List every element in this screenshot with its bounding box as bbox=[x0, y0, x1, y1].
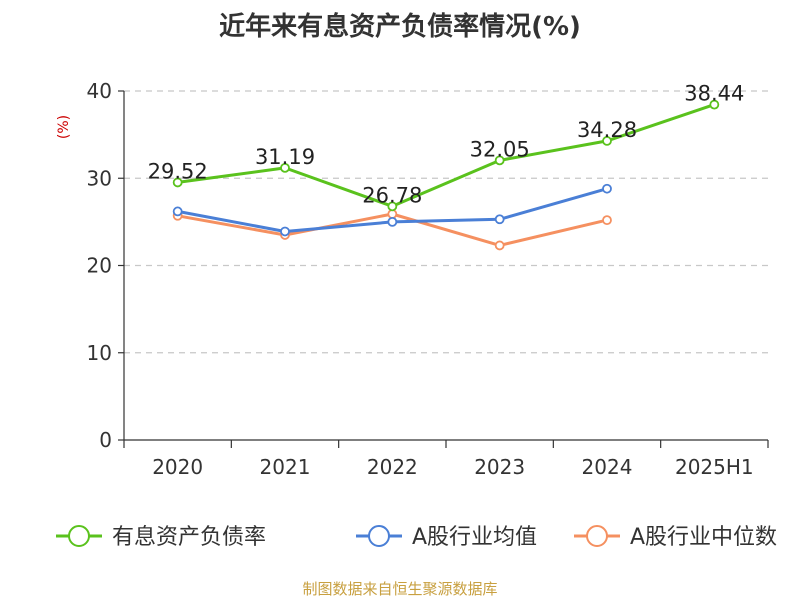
data-point bbox=[602, 183, 612, 194]
data-point bbox=[494, 214, 505, 225]
x-tick-label: 2024 bbox=[582, 455, 633, 479]
data-point bbox=[602, 215, 612, 226]
y-tick-label: 30 bbox=[87, 166, 112, 190]
x-tick-label: 2025H1 bbox=[675, 455, 754, 479]
legend-marker bbox=[68, 525, 90, 547]
data-point bbox=[494, 240, 505, 251]
data-point bbox=[387, 216, 398, 227]
data-point bbox=[172, 206, 183, 217]
y-tick-label: 40 bbox=[87, 79, 112, 103]
legend-marker bbox=[586, 525, 608, 547]
data-label: 32.05 bbox=[470, 137, 530, 161]
series-line bbox=[177, 103, 715, 208]
legend-label: A股行业中位数 bbox=[630, 525, 777, 550]
data-label: 26.78 bbox=[362, 183, 422, 207]
y-tick-label: 0 bbox=[99, 428, 112, 452]
legend-label: A股行业均值 bbox=[412, 525, 537, 550]
data-label: 29.52 bbox=[148, 159, 208, 183]
data-point bbox=[602, 136, 612, 146]
series-lines bbox=[172, 99, 720, 251]
data-point bbox=[709, 99, 720, 110]
x-tick-label: 2020 bbox=[152, 455, 203, 479]
data-point bbox=[494, 155, 505, 166]
data-labels: 29.52 31.19 26.78 32.05 34.28 38.44 bbox=[148, 82, 745, 208]
legend: 有息资产负债率 A股行业均值 A股行业中位数 bbox=[56, 525, 777, 550]
data-point bbox=[387, 201, 398, 212]
data-point bbox=[172, 177, 183, 188]
x-tick-label: 2023 bbox=[474, 455, 525, 479]
x-tick-label: 2022 bbox=[367, 455, 418, 479]
axes: 0 10 20 30 40 (%) 2020 2021 2022 2023 2024 2025H1 bbox=[56, 79, 769, 479]
x-tick-label: 2021 bbox=[260, 455, 311, 479]
data-label: 34.28 bbox=[577, 118, 637, 142]
legend-label: 有息资产负债率 bbox=[112, 525, 266, 550]
legend-marker bbox=[368, 525, 390, 547]
data-label: 31.19 bbox=[255, 145, 315, 169]
data-point bbox=[280, 226, 290, 237]
y-tick-label: 20 bbox=[87, 254, 112, 278]
y-axis-label: (%) bbox=[56, 115, 72, 139]
data-point bbox=[280, 162, 290, 173]
y-tick-label: 10 bbox=[87, 341, 112, 365]
chart-title: 近年来有息资产负债率情况(%) bbox=[219, 12, 581, 42]
grid-lines bbox=[124, 90, 768, 354]
data-label: 38.44 bbox=[684, 82, 744, 106]
source-note: 制图数据来自恒生聚源数据库 bbox=[302, 580, 498, 598]
